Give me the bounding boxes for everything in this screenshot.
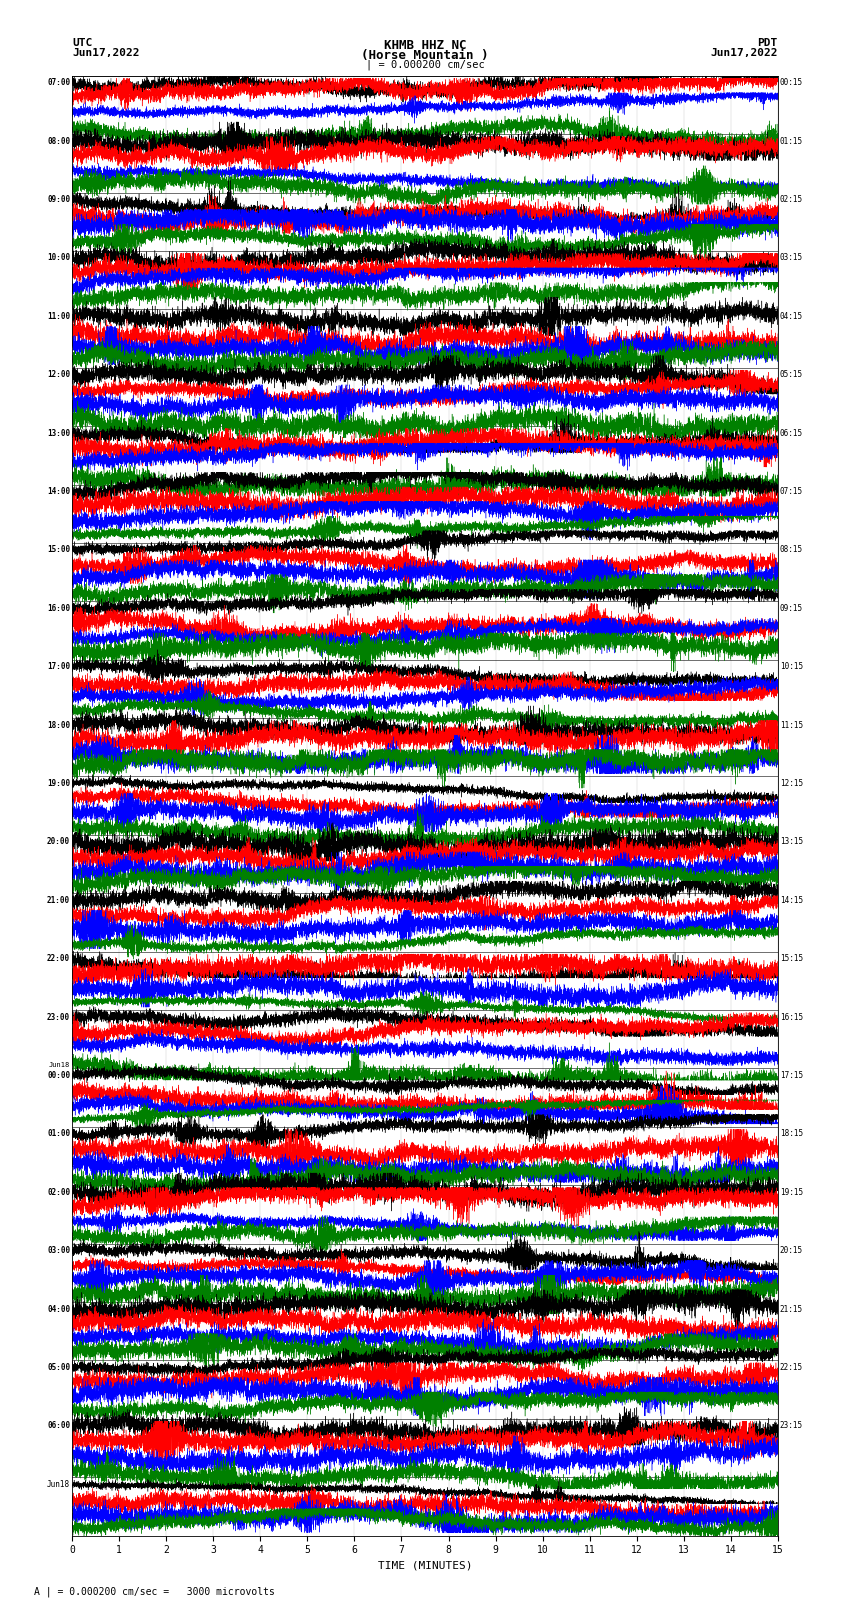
Text: 19:00: 19:00 <box>47 779 71 789</box>
Text: 18:15: 18:15 <box>779 1129 803 1139</box>
Text: 06:15: 06:15 <box>779 429 803 437</box>
Text: 12:00: 12:00 <box>47 371 71 379</box>
Text: | = 0.000200 cm/sec: | = 0.000200 cm/sec <box>366 60 484 71</box>
Text: 03:15: 03:15 <box>779 253 803 263</box>
Text: 18:00: 18:00 <box>47 721 71 729</box>
Text: KHMB HHZ NC: KHMB HHZ NC <box>383 39 467 52</box>
Text: 07:15: 07:15 <box>779 487 803 497</box>
Text: 22:15: 22:15 <box>779 1363 803 1373</box>
Text: 02:15: 02:15 <box>779 195 803 205</box>
Text: 20:00: 20:00 <box>47 837 71 847</box>
Text: 00:00: 00:00 <box>47 1071 71 1081</box>
Text: 08:15: 08:15 <box>779 545 803 555</box>
Text: 23:15: 23:15 <box>779 1421 803 1431</box>
Text: PDT: PDT <box>757 37 778 48</box>
Text: 10:00: 10:00 <box>47 253 71 263</box>
Text: 07:00: 07:00 <box>47 79 71 87</box>
X-axis label: TIME (MINUTES): TIME (MINUTES) <box>377 1561 473 1571</box>
Text: 20:15: 20:15 <box>779 1247 803 1255</box>
Text: 14:15: 14:15 <box>779 895 803 905</box>
Text: 16:00: 16:00 <box>47 603 71 613</box>
Text: 16:15: 16:15 <box>779 1013 803 1021</box>
Text: 13:00: 13:00 <box>47 429 71 437</box>
Text: Jun17,2022: Jun17,2022 <box>711 48 778 58</box>
Text: 15:15: 15:15 <box>779 955 803 963</box>
Text: A | = 0.000200 cm/sec =   3000 microvolts: A | = 0.000200 cm/sec = 3000 microvolts <box>34 1586 275 1597</box>
Text: 14:00: 14:00 <box>47 487 71 497</box>
Text: 04:00: 04:00 <box>47 1305 71 1313</box>
Text: 00:15: 00:15 <box>779 79 803 87</box>
Text: 01:00: 01:00 <box>47 1129 71 1139</box>
Text: 13:15: 13:15 <box>779 837 803 847</box>
Text: 17:00: 17:00 <box>47 663 71 671</box>
Text: 19:15: 19:15 <box>779 1187 803 1197</box>
Text: 05:15: 05:15 <box>779 371 803 379</box>
Text: 08:00: 08:00 <box>47 137 71 145</box>
Text: 03:00: 03:00 <box>47 1247 71 1255</box>
Text: 12:15: 12:15 <box>779 779 803 789</box>
Text: Jun18: Jun18 <box>49 1063 71 1068</box>
Text: UTC: UTC <box>72 37 93 48</box>
Text: 15:00: 15:00 <box>47 545 71 555</box>
Text: 21:00: 21:00 <box>47 895 71 905</box>
Text: Jun17,2022: Jun17,2022 <box>72 48 139 58</box>
Text: 23:00: 23:00 <box>47 1013 71 1021</box>
Text: 04:15: 04:15 <box>779 311 803 321</box>
Text: 21:15: 21:15 <box>779 1305 803 1313</box>
Text: 11:00: 11:00 <box>47 311 71 321</box>
Text: 02:00: 02:00 <box>47 1187 71 1197</box>
Text: 09:00: 09:00 <box>47 195 71 205</box>
Text: 10:15: 10:15 <box>779 663 803 671</box>
Text: (Horse Mountain ): (Horse Mountain ) <box>361 50 489 63</box>
Text: Jun18: Jun18 <box>47 1479 71 1489</box>
Text: 06:00: 06:00 <box>47 1421 71 1431</box>
Text: 01:15: 01:15 <box>779 137 803 145</box>
Text: 05:00: 05:00 <box>47 1363 71 1373</box>
Text: 17:15: 17:15 <box>779 1071 803 1081</box>
Text: 11:15: 11:15 <box>779 721 803 729</box>
Text: 09:15: 09:15 <box>779 603 803 613</box>
Text: 22:00: 22:00 <box>47 955 71 963</box>
